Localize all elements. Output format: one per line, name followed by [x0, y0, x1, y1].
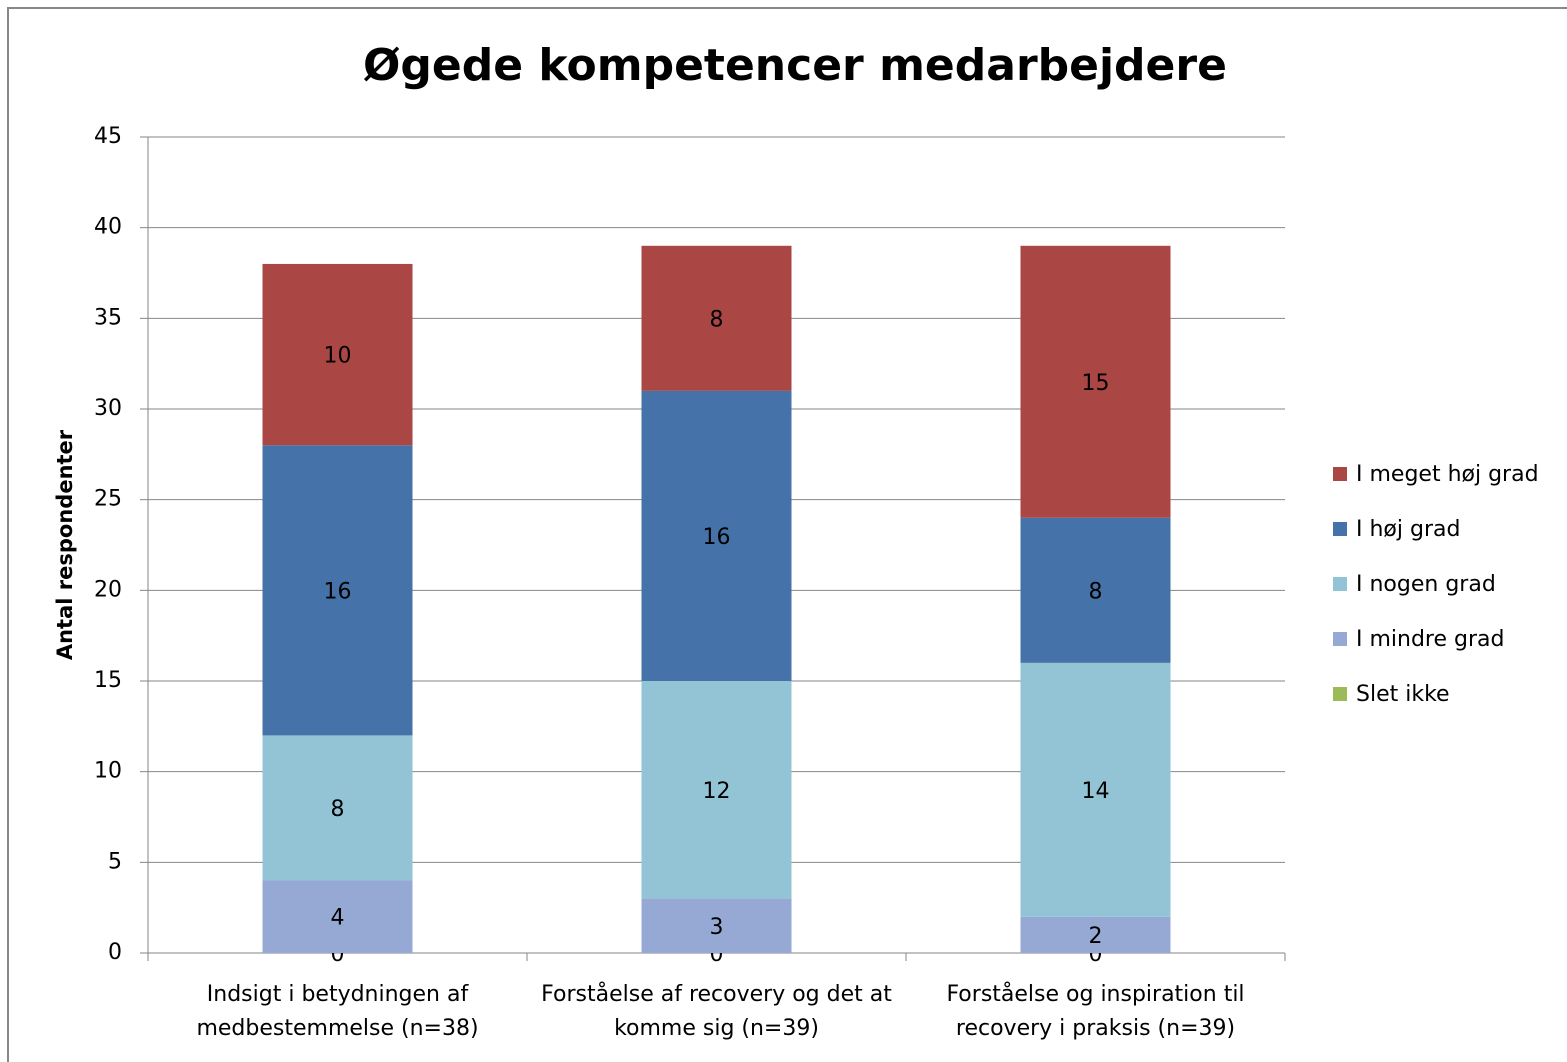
- x-tick-label: Forståelse og inspiration til: [946, 981, 1244, 1007]
- data-label: 8: [1089, 579, 1103, 604]
- data-label: 14: [1082, 779, 1110, 804]
- y-tick-label: 45: [94, 124, 122, 149]
- bar-segment: [641, 245, 792, 391]
- bar-segment: [262, 735, 413, 881]
- x-tick-label: Indsigt i betydningen af: [207, 982, 470, 1007]
- y-tick-label: 5: [108, 849, 122, 874]
- legend-swatch: [1333, 577, 1347, 591]
- legend-label: I mindre grad: [1356, 627, 1504, 652]
- data-label: 4: [331, 906, 345, 931]
- y-tick-label: 15: [94, 668, 122, 693]
- legend-label: Slet ikke: [1356, 682, 1450, 707]
- x-tick-label: komme sig (n=39): [614, 1016, 819, 1041]
- bar-segment: [1020, 662, 1171, 917]
- legend-swatch: [1333, 522, 1347, 536]
- y-tick-label: 20: [94, 577, 122, 602]
- bar-segment: [262, 263, 413, 446]
- legend-label: I nogen grad: [1356, 572, 1496, 597]
- bar-segment: [641, 390, 792, 681]
- legend-swatch: [1333, 467, 1347, 481]
- bar-segment: [1020, 916, 1171, 953]
- bar-segment: [641, 681, 792, 899]
- y-tick-label: 25: [94, 487, 122, 512]
- y-tick-label: 40: [94, 215, 122, 240]
- x-tick-label: medbestemmelse (n=38): [196, 1016, 478, 1041]
- legend-swatch: [1333, 687, 1347, 701]
- legend-swatch: [1333, 632, 1347, 646]
- x-tick-label: Forståelse af recovery og det at: [541, 981, 892, 1007]
- legend-label: I meget høj grad: [1356, 462, 1539, 487]
- data-label: 3: [710, 915, 724, 940]
- data-label: 10: [324, 344, 352, 369]
- data-label: 2: [1089, 924, 1103, 949]
- bar-segment: [1020, 517, 1171, 663]
- bar-segment: [1020, 245, 1171, 518]
- chart-title: Øgede kompetencer medarbejdere: [363, 40, 1227, 91]
- y-axis-label: Antal respondenter: [53, 429, 77, 660]
- y-tick-label: 10: [94, 759, 122, 784]
- y-tick-label: 0: [108, 940, 122, 965]
- data-label: 16: [703, 525, 731, 550]
- data-label: 12: [703, 779, 731, 804]
- bar-segment: [262, 880, 413, 953]
- y-tick-label: 30: [94, 396, 122, 421]
- data-label: 8: [710, 307, 724, 332]
- y-tick-label: 35: [94, 305, 122, 330]
- bar-segment: [641, 898, 792, 953]
- legend-label: I høj grad: [1356, 517, 1460, 542]
- data-label: 16: [324, 579, 352, 604]
- data-label: 15: [1082, 371, 1110, 396]
- bar-segment: [262, 445, 413, 736]
- data-label: 8: [331, 797, 345, 822]
- x-tick-label: recovery i praksis (n=39): [956, 1016, 1235, 1041]
